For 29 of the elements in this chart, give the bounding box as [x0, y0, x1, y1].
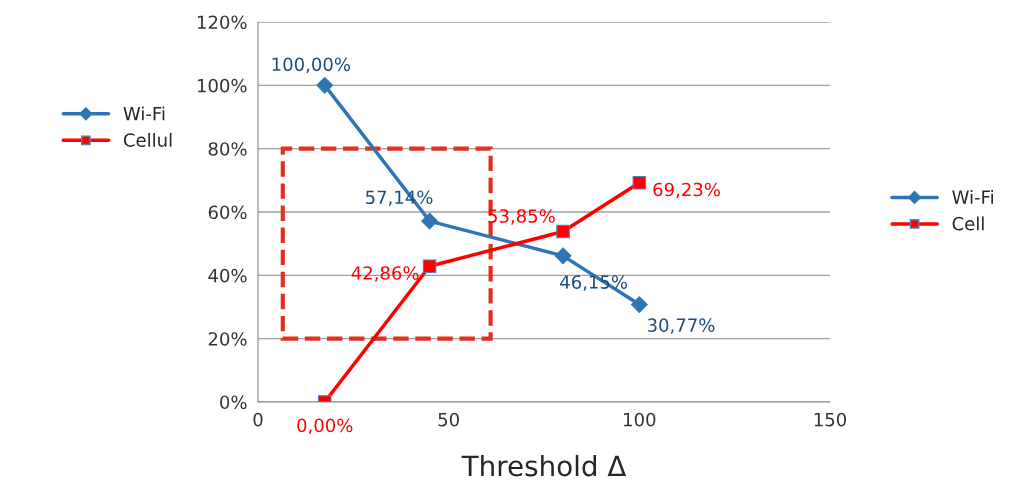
x-axis-title: Threshold Δ	[461, 454, 627, 477]
y-tick-label: 80%	[208, 142, 247, 156]
x-tick-label: 100	[624, 412, 656, 427]
point	[632, 176, 647, 190]
data-label: 42,86%	[351, 266, 419, 282]
y-tick-label: 20%	[208, 332, 247, 346]
point	[422, 259, 437, 274]
y-tick-label: 100%	[197, 78, 247, 93]
data-label: 53,85%	[488, 209, 555, 225]
x-tick-label: 50	[438, 412, 459, 427]
y-tick-label: 120%	[197, 15, 247, 30]
data-label: 100,00%	[272, 57, 351, 73]
point	[421, 212, 438, 230]
legend-label: Wi-Fi	[952, 190, 993, 204]
text: Wi-Fi	[123, 106, 165, 121]
point	[554, 247, 572, 265]
legend-label: Cell	[952, 216, 984, 231]
y-tick-label: 60%	[208, 205, 247, 220]
point	[556, 224, 570, 239]
point	[316, 76, 334, 94]
data-label: 69,23%	[653, 182, 720, 199]
text: Cellul	[123, 132, 172, 147]
data-label: 30,77%	[647, 318, 715, 334]
data-label: 0,00%	[297, 418, 353, 435]
y-tick-label: 40%	[208, 268, 247, 283]
x-tick-label: 0	[253, 412, 263, 427]
y-tick-label: 0%	[220, 395, 247, 410]
point	[630, 296, 648, 313]
x-tick-label: 150	[814, 412, 847, 427]
